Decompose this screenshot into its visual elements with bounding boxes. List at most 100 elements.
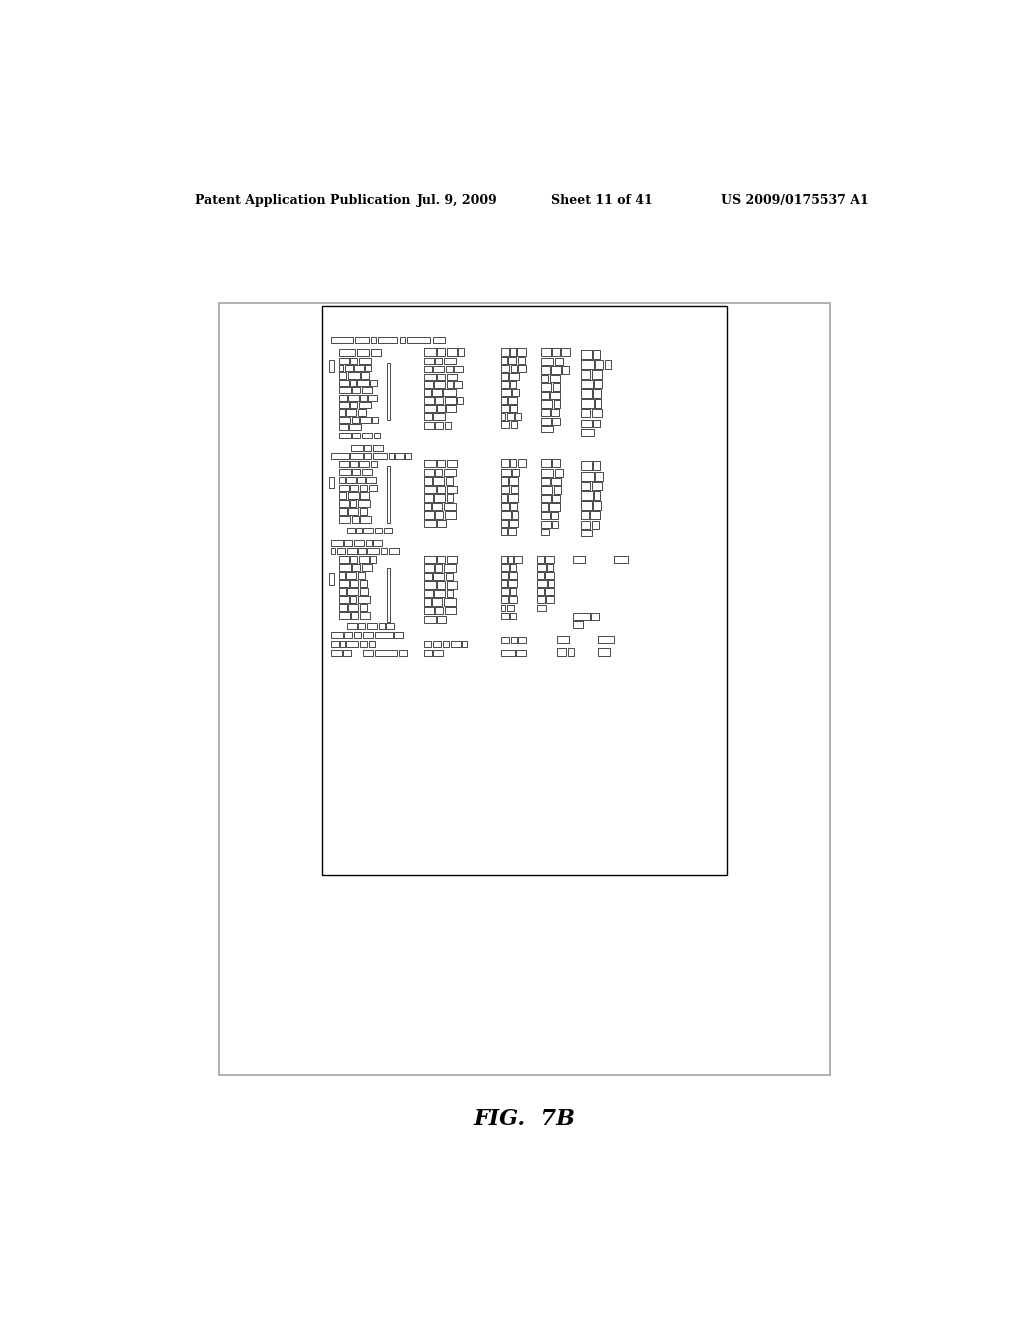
Bar <box>371 348 381 356</box>
Bar <box>582 491 593 500</box>
Bar <box>541 375 548 381</box>
Bar <box>595 399 601 408</box>
Bar <box>339 484 349 491</box>
Bar <box>424 581 436 589</box>
Bar <box>541 512 550 519</box>
Bar <box>354 540 365 546</box>
Text: Jul. 9, 2009: Jul. 9, 2009 <box>417 194 498 207</box>
Bar <box>510 503 517 510</box>
Bar <box>352 564 360 572</box>
Bar <box>508 494 518 502</box>
Bar <box>437 486 445 494</box>
Bar <box>459 348 465 356</box>
Bar <box>435 422 443 429</box>
Bar <box>517 459 526 467</box>
Bar <box>501 511 511 519</box>
Bar <box>339 372 346 379</box>
Bar <box>347 589 358 595</box>
Bar <box>339 516 350 523</box>
Text: Sheet 11 of 41: Sheet 11 of 41 <box>551 194 652 207</box>
Bar <box>537 572 544 579</box>
Bar <box>406 453 412 459</box>
Bar <box>375 649 397 656</box>
Bar <box>424 520 436 527</box>
Bar <box>362 564 372 572</box>
Bar <box>541 503 548 511</box>
Bar <box>554 400 560 408</box>
Bar <box>362 433 372 438</box>
Bar <box>339 572 345 579</box>
Bar <box>433 413 444 420</box>
Bar <box>358 623 366 630</box>
Bar <box>509 477 518 484</box>
Bar <box>550 392 560 399</box>
Bar <box>541 529 549 535</box>
Bar <box>501 589 509 595</box>
Bar <box>517 348 526 356</box>
Bar <box>360 395 367 401</box>
Bar <box>350 556 357 564</box>
Bar <box>424 486 436 494</box>
Bar <box>329 573 334 585</box>
Bar <box>367 623 377 630</box>
Bar <box>339 579 349 587</box>
Bar <box>435 469 442 477</box>
Bar <box>358 403 371 408</box>
Bar <box>510 564 516 572</box>
Bar <box>435 564 442 572</box>
Bar <box>339 364 343 371</box>
Bar <box>613 556 628 564</box>
Bar <box>347 623 356 630</box>
Bar <box>424 649 432 656</box>
Bar <box>368 395 377 401</box>
Bar <box>339 469 351 475</box>
Bar <box>443 642 450 647</box>
Bar <box>445 477 454 484</box>
Bar <box>512 389 519 396</box>
Bar <box>501 572 508 579</box>
Bar <box>444 511 456 519</box>
Bar <box>424 348 436 356</box>
Bar <box>567 648 573 656</box>
Bar <box>582 399 594 408</box>
Bar <box>433 649 443 656</box>
Bar <box>432 503 442 510</box>
Bar <box>541 358 553 364</box>
Bar <box>573 620 584 628</box>
Bar <box>541 459 551 467</box>
Bar <box>541 469 553 477</box>
Bar <box>331 642 339 647</box>
Bar <box>352 433 360 438</box>
Bar <box>508 397 517 404</box>
Bar <box>509 520 518 527</box>
Bar <box>358 358 371 364</box>
Bar <box>360 492 369 499</box>
Bar <box>551 366 561 374</box>
Bar <box>501 477 508 484</box>
Bar <box>592 521 599 529</box>
Bar <box>501 381 509 388</box>
Bar <box>359 605 367 611</box>
Bar <box>339 500 349 507</box>
Bar <box>362 649 373 656</box>
Bar <box>329 360 334 372</box>
Text: FIG.  7B: FIG. 7B <box>474 1107 575 1130</box>
Bar <box>595 473 602 480</box>
Bar <box>582 511 589 519</box>
Bar <box>515 413 521 420</box>
Bar <box>435 511 443 519</box>
Bar <box>510 612 516 619</box>
Bar <box>605 360 611 370</box>
Bar <box>347 492 358 499</box>
Bar <box>541 521 551 528</box>
Bar <box>339 605 347 611</box>
Bar <box>501 486 509 494</box>
Bar <box>424 389 431 396</box>
Bar <box>387 466 390 523</box>
Bar <box>387 363 390 420</box>
Bar <box>501 374 508 380</box>
Bar <box>561 348 570 356</box>
Bar <box>350 484 358 491</box>
Bar <box>541 383 551 391</box>
Bar <box>331 337 353 343</box>
